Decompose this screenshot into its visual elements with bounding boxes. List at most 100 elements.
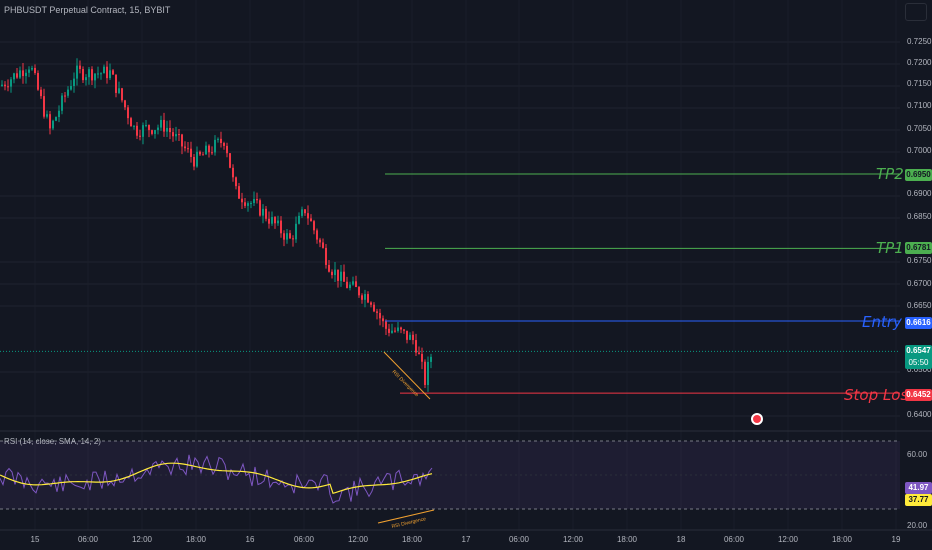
candle-body: [400, 327, 402, 330]
time-tick: 06:00: [293, 535, 315, 544]
candle-body: [94, 73, 96, 81]
tp1-price-badge: 0.6781: [905, 242, 932, 254]
candle-body: [373, 304, 375, 312]
candle-body: [145, 125, 147, 127]
candle-body: [319, 239, 321, 243]
candle-body: [157, 127, 159, 131]
candle-body: [343, 271, 345, 282]
candle-body: [238, 186, 240, 199]
price-tick: 0.6650: [907, 301, 932, 310]
candle-body: [58, 110, 60, 118]
candle-body: [403, 329, 405, 331]
candle-body: [295, 223, 297, 240]
candle-body: [160, 119, 162, 128]
price-tick: 0.6700: [907, 279, 932, 288]
candle-body: [346, 281, 348, 288]
price-tick: 0.7250: [907, 37, 932, 46]
candle-body: [133, 125, 135, 127]
candle-body: [169, 127, 171, 133]
candle-body: [289, 233, 291, 239]
candle-body: [22, 70, 24, 77]
candle-body: [331, 271, 333, 276]
candle-body: [409, 334, 411, 340]
candle-body: [121, 88, 123, 101]
candle-body: [385, 321, 387, 329]
candle-body: [76, 65, 78, 79]
candle-body: [301, 209, 303, 216]
time-tick: 18:00: [616, 535, 638, 544]
candle-body: [118, 88, 120, 93]
candle-body: [307, 213, 309, 219]
candle-body: [190, 148, 192, 157]
candle-body: [406, 330, 408, 340]
candle-body: [364, 294, 366, 300]
candle-body: [247, 203, 249, 206]
time-tick: 18:00: [401, 535, 423, 544]
last-price-badge: 0.6547: [905, 345, 932, 357]
stop-loss-price-badge: 0.6452: [905, 389, 932, 401]
rsi-divergence-line: [377, 509, 435, 524]
candle-body: [187, 148, 189, 150]
time-tick: 18: [676, 535, 686, 544]
price-tick: 0.6500: [907, 365, 932, 374]
time-tick: 12:00: [347, 535, 369, 544]
candle-body: [148, 125, 150, 131]
price-tick: 0.6400: [907, 410, 932, 419]
candle-body: [139, 135, 141, 137]
time-tick: 06:00: [723, 535, 745, 544]
economic-event-icon[interactable]: [751, 413, 763, 425]
candle-body: [325, 247, 327, 265]
tp1-label[interactable]: TP1: [876, 239, 904, 257]
candle-body: [70, 86, 72, 90]
candle-body: [427, 361, 429, 385]
candle-body: [286, 233, 288, 240]
candle-body: [268, 218, 270, 224]
rsi-sma-badge: 37.77: [905, 494, 932, 506]
candle-body: [304, 209, 306, 214]
candle-body: [229, 153, 231, 168]
candle-body: [136, 125, 138, 136]
tp2-price-badge: 0.6950: [905, 169, 932, 181]
symbol-title[interactable]: PHBUSDT Perpetual Contract, 15, BYBIT: [4, 5, 171, 15]
candle-body: [217, 138, 219, 140]
candle-body: [208, 145, 210, 153]
entry-label[interactable]: Entry: [862, 313, 902, 331]
candle-body: [142, 125, 144, 137]
candle-body: [340, 271, 342, 281]
stop-loss-label[interactable]: Stop Loss: [844, 386, 917, 404]
candle-body: [166, 127, 168, 132]
candle-body: [256, 199, 258, 201]
candle-body: [262, 208, 264, 216]
candle-body: [88, 69, 90, 78]
candle-body: [277, 220, 279, 224]
entry-price-badge: 0.6616: [905, 317, 932, 329]
candle-body: [280, 220, 282, 234]
candle-body: [415, 340, 417, 353]
candle-body: [61, 95, 63, 111]
time-tick: 15: [30, 535, 40, 544]
candle-body: [127, 107, 129, 119]
candle-body: [292, 238, 294, 240]
candle-body: [97, 73, 99, 75]
candle-body: [7, 86, 9, 88]
candle-body: [271, 217, 273, 224]
candle-body: [52, 120, 54, 129]
tp2-label[interactable]: TP2: [876, 165, 904, 183]
time-tick: 06:00: [508, 535, 530, 544]
time-tick: 18:00: [185, 535, 207, 544]
candle-body: [355, 281, 357, 288]
candle-body: [91, 69, 93, 81]
candle-body: [175, 134, 177, 137]
candle-body: [313, 221, 315, 231]
candle-body: [322, 242, 324, 248]
candle-body: [64, 95, 66, 97]
price-tick: 0.7000: [907, 146, 932, 155]
candle-body: [244, 202, 246, 206]
rsi-indicator-title[interactable]: RSI (14, close, SMA, 14, 2): [4, 437, 101, 446]
layout-toggle-icon[interactable]: [905, 3, 927, 21]
candle-body: [226, 145, 228, 154]
candle-body: [382, 318, 384, 322]
price-tick: 0.6900: [907, 189, 932, 198]
